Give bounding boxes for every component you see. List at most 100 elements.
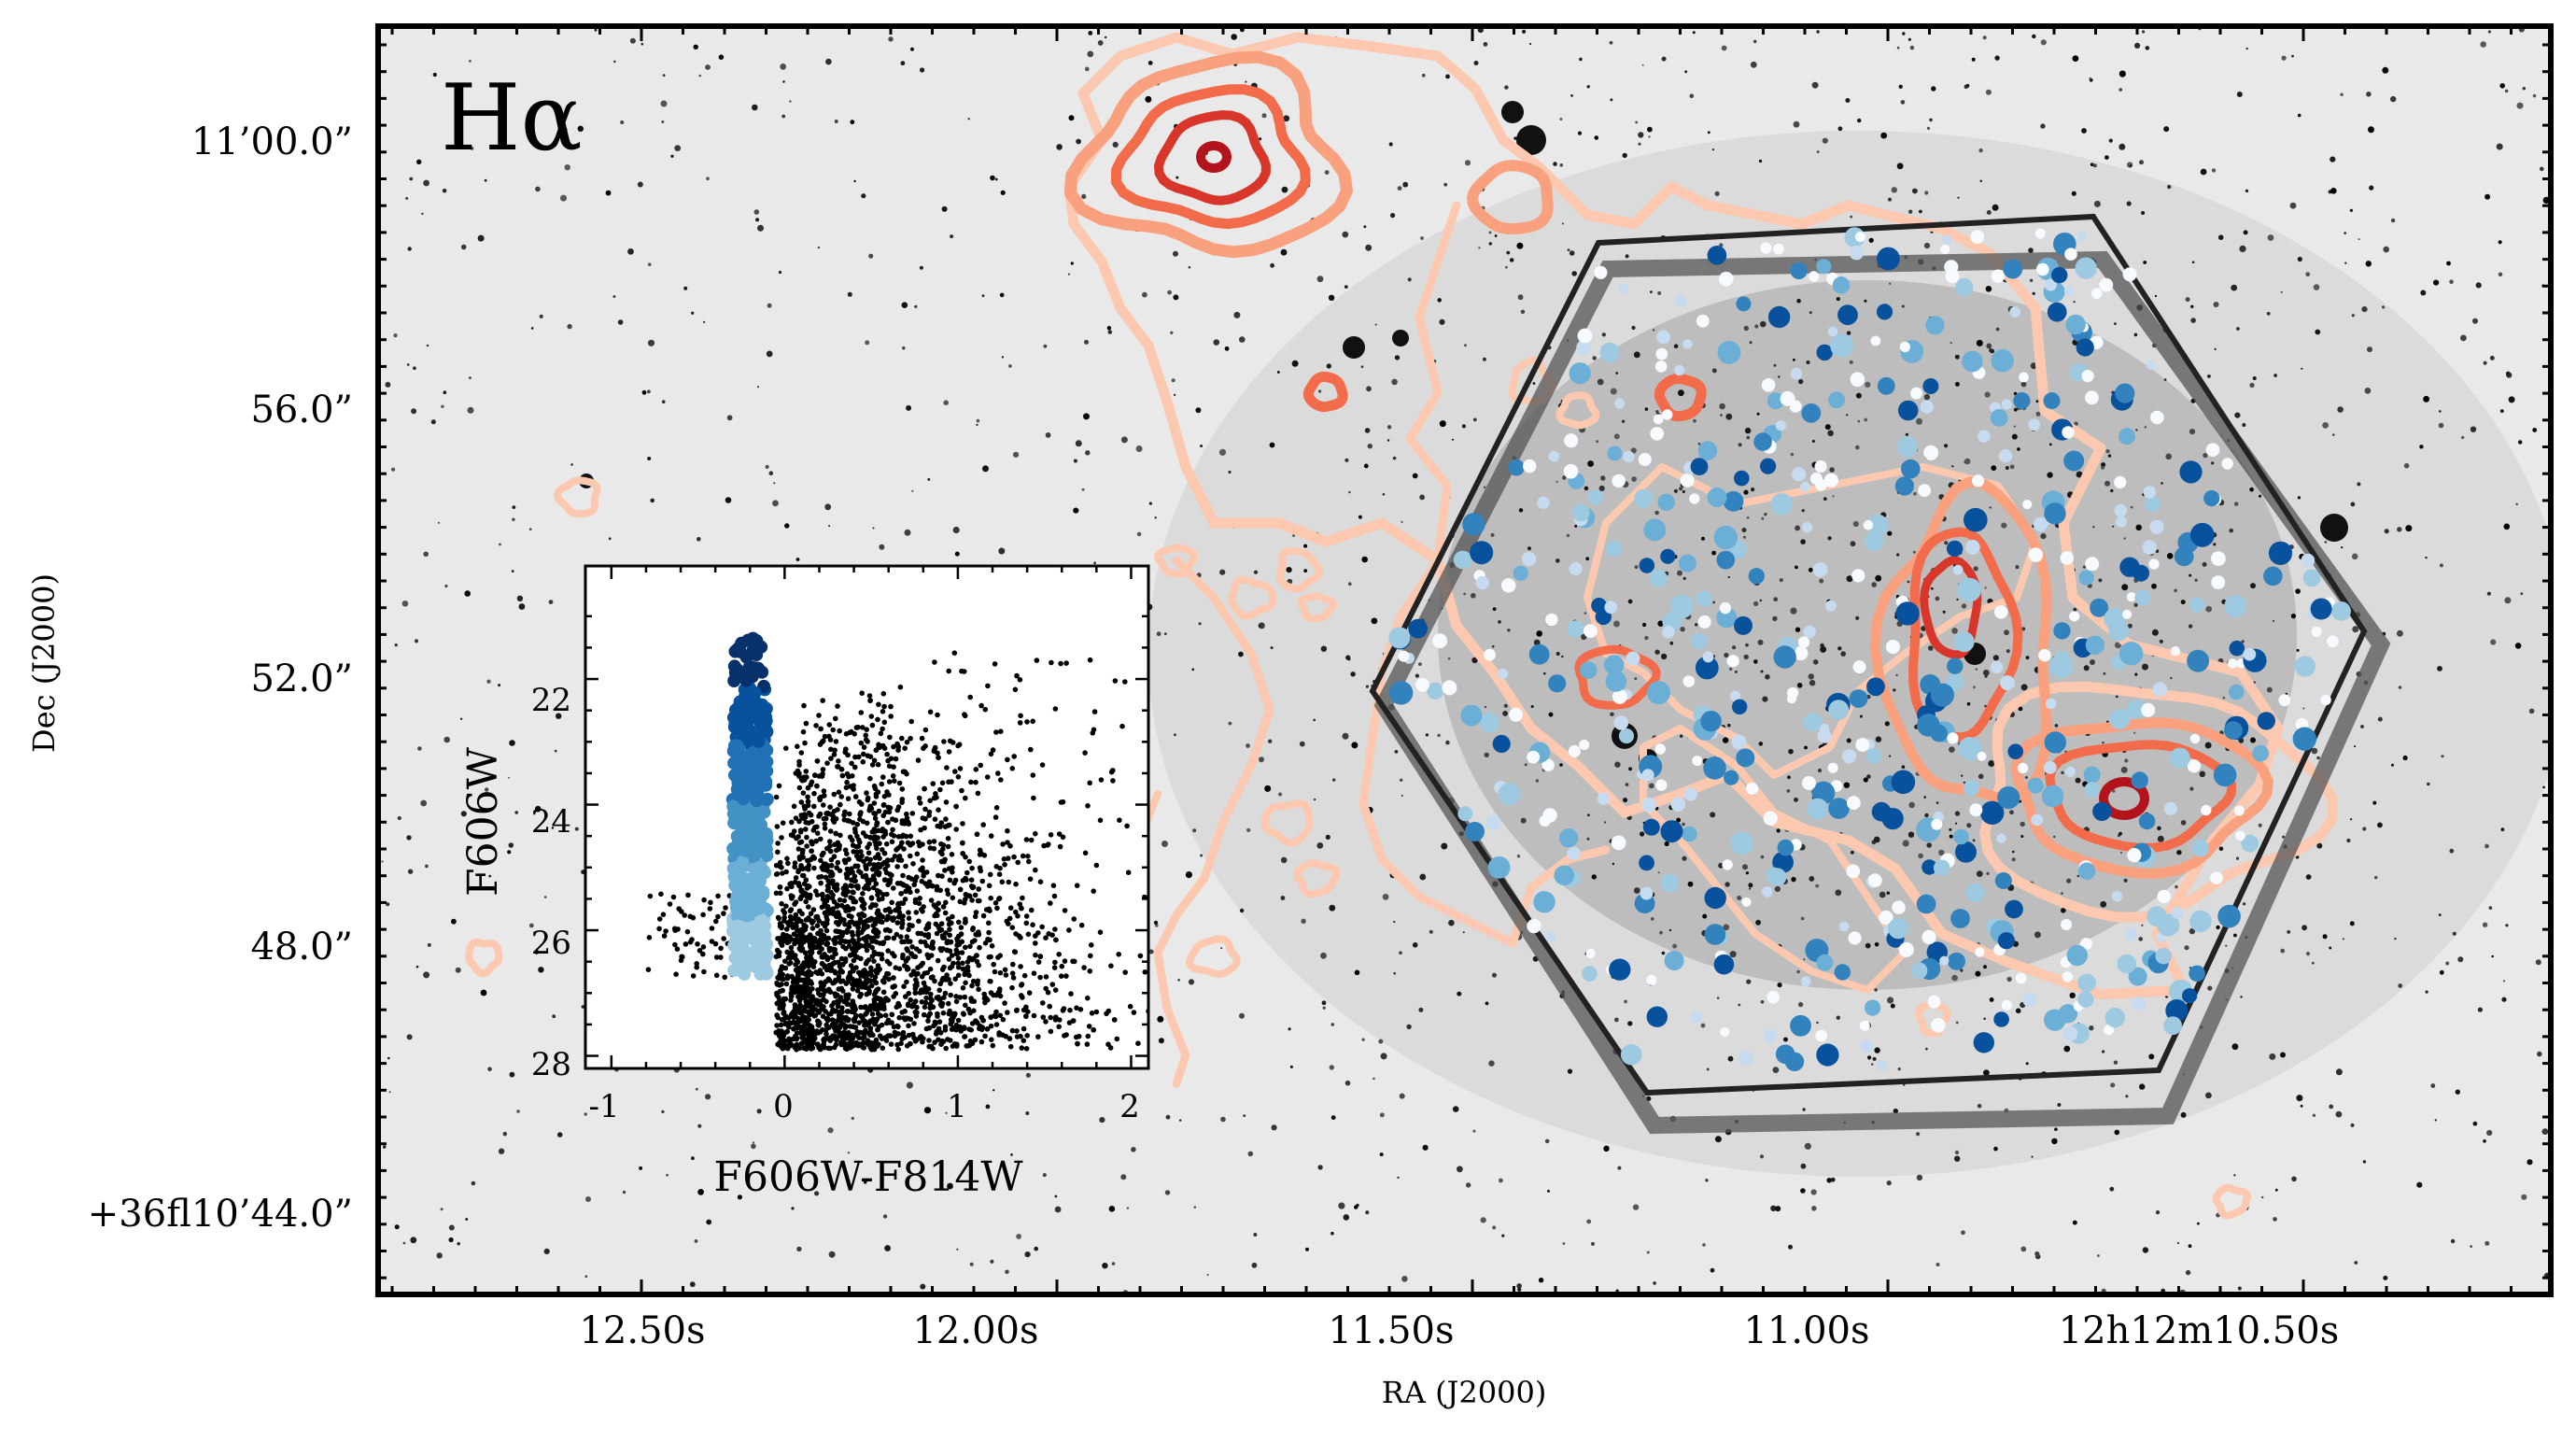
field-star <box>391 467 396 472</box>
cmd-point <box>904 739 910 745</box>
field-star <box>1068 115 1075 121</box>
field-star <box>2316 842 2323 849</box>
cmd-point <box>843 1045 849 1051</box>
cmd-point <box>1059 963 1065 969</box>
field-star <box>1517 294 1524 301</box>
cmd-point <box>964 959 971 965</box>
field-star <box>1800 916 1805 921</box>
cmd-point <box>900 900 907 906</box>
young-star-point <box>1762 886 1773 898</box>
field-star <box>2489 355 2495 360</box>
field-star <box>2167 184 2172 190</box>
cmd-point <box>835 840 841 846</box>
cmd-point <box>901 846 907 852</box>
young-star-point <box>2149 519 2164 534</box>
cmd-point <box>795 927 800 933</box>
field-star <box>2315 329 2321 335</box>
field-star <box>2280 948 2286 954</box>
field-star <box>539 314 543 318</box>
field-star <box>2390 218 2396 223</box>
cmd-point <box>926 879 933 884</box>
field-star <box>2369 185 2374 191</box>
field-star <box>1721 45 1727 51</box>
field-star <box>1664 841 1669 847</box>
cmd-point <box>881 1006 887 1011</box>
cmd-point <box>822 821 828 827</box>
young-star-point <box>2182 988 2198 1004</box>
cmd-point <box>781 918 787 924</box>
field-star <box>1570 94 1573 97</box>
cmd-point <box>823 1027 829 1033</box>
field-star <box>1912 550 1916 554</box>
young-star-point <box>1837 304 1858 326</box>
cmd-point <box>943 899 949 906</box>
field-star <box>507 850 512 855</box>
cmd-point <box>859 801 865 807</box>
field-star <box>1218 448 1227 456</box>
field-star <box>1902 32 1906 35</box>
field-star <box>1973 686 1976 689</box>
cmd-point <box>954 936 960 941</box>
field-star <box>1706 1067 1710 1071</box>
cmd-point <box>947 965 953 971</box>
field-star <box>990 1259 994 1264</box>
cmd-point <box>818 836 823 842</box>
young-star-point <box>2189 965 2205 983</box>
field-star <box>443 736 451 743</box>
field-star <box>1503 703 1508 708</box>
field-star <box>1361 556 1368 563</box>
young-star-point <box>1896 436 1919 458</box>
field-star <box>850 120 855 125</box>
field-star <box>697 1189 704 1195</box>
field-star <box>394 643 398 647</box>
cmd-point <box>797 827 804 833</box>
field-star <box>1893 688 1896 692</box>
field-star <box>1154 516 1157 519</box>
field-star <box>1536 630 1542 637</box>
cmd-point <box>966 858 972 865</box>
young-star-point <box>1763 811 1778 826</box>
field-star <box>2076 874 2079 878</box>
field-star <box>1471 657 1478 664</box>
field-star <box>2130 505 2133 509</box>
field-star <box>1081 193 1087 199</box>
cmd-point <box>871 1006 878 1011</box>
field-star <box>2175 884 2178 889</box>
young-star-point <box>2044 278 2057 291</box>
field-star <box>1397 186 1402 191</box>
young-star-point <box>2075 257 2097 279</box>
field-star <box>2126 201 2132 206</box>
field-star <box>2021 627 2026 631</box>
cmd-point <box>833 715 838 722</box>
cmd-point <box>798 799 805 805</box>
field-star <box>1354 969 1360 976</box>
young-star-point <box>1965 883 1985 902</box>
field-star <box>2024 775 2028 780</box>
field-star <box>705 1094 711 1100</box>
field-star <box>1954 811 1961 816</box>
cmd-point <box>852 878 857 884</box>
cmd-point <box>1049 982 1056 987</box>
cmd-point <box>893 756 899 762</box>
field-star <box>2066 878 2072 884</box>
field-star <box>1615 372 1619 375</box>
y-axis-title: Dec (J2000) <box>26 573 62 753</box>
cmd-point <box>858 869 864 876</box>
young-star-point <box>2066 944 2088 967</box>
field-star <box>485 787 489 792</box>
field-star <box>1538 1278 1544 1283</box>
cmd-point <box>821 983 826 988</box>
field-star <box>2211 168 2217 173</box>
field-star <box>2541 1128 2549 1135</box>
field-star <box>406 1034 413 1040</box>
field-star <box>904 529 911 536</box>
field-star <box>2515 502 2518 505</box>
field-star <box>1949 834 1953 839</box>
field-star <box>1452 1106 1459 1112</box>
cmd-point <box>1027 876 1034 882</box>
field-star <box>1680 627 1685 632</box>
field-star <box>2273 374 2278 377</box>
field-star <box>1342 231 1349 238</box>
cmd-point <box>803 720 809 727</box>
young-star-point <box>2169 747 2190 769</box>
